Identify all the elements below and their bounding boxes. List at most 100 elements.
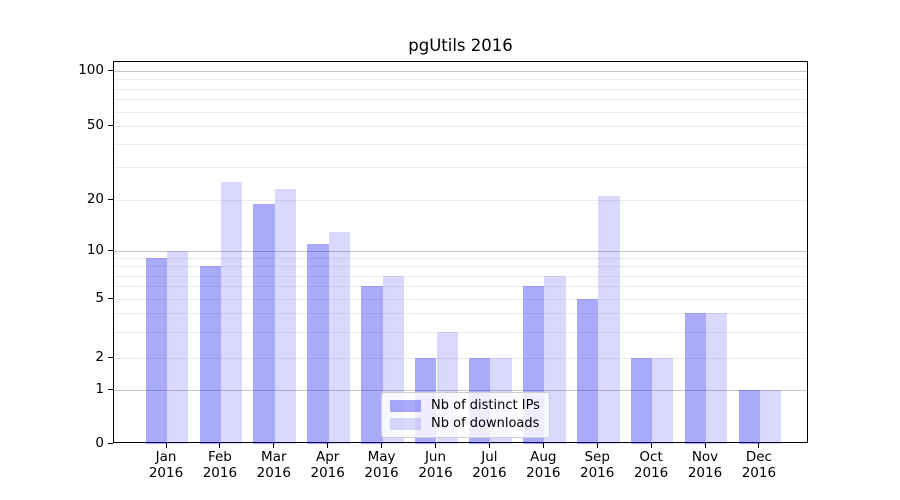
x-tick-month: Dec <box>745 449 772 465</box>
y-tick-mark <box>108 356 113 358</box>
x-tick-mark <box>327 443 329 448</box>
x-tick-month: Feb <box>207 449 232 465</box>
y-tick-label: 2 <box>95 349 104 365</box>
major-gridline <box>114 390 807 391</box>
minor-gridline <box>114 144 807 146</box>
legend-swatch-downloads-icon <box>390 417 421 430</box>
minor-gridline <box>114 313 807 315</box>
x-tick-year: 2016 <box>202 464 238 481</box>
minor-gridline <box>114 88 807 90</box>
x-tick-mark <box>273 443 275 448</box>
y-tick-mark <box>108 297 113 299</box>
bar-downloads <box>706 313 728 444</box>
legend-entry-distinct-ips: Nb of distinct IPs <box>390 398 540 413</box>
chart-title: pgUtils 2016 <box>408 36 513 55</box>
minor-gridline <box>114 79 807 81</box>
bar-downloads <box>167 251 189 444</box>
minor-gridline <box>114 266 807 268</box>
x-tick-mark <box>596 443 598 448</box>
x-tick-month: Aug <box>530 449 557 465</box>
x-tick-month: Jan <box>155 449 177 465</box>
x-tick-month: Oct <box>639 449 663 465</box>
x-tick-month: Apr <box>316 449 340 465</box>
x-tick-mark <box>165 443 167 448</box>
y-tick-label: 1 <box>95 381 104 397</box>
y-tick-mark <box>108 69 113 71</box>
y-tick-label: 50 <box>86 117 104 133</box>
bar-downloads <box>328 231 351 444</box>
x-tick-year: 2016 <box>364 464 399 481</box>
x-tick-year: 2016 <box>310 464 345 481</box>
legend: Nb of distinct IPs Nb of downloads <box>381 392 550 438</box>
x-tick-mark <box>650 443 652 448</box>
x-tick-year: 2016 <box>741 464 777 481</box>
bar-distinct-ips <box>630 358 653 444</box>
minor-gridline <box>114 258 807 260</box>
bar-downloads <box>759 390 782 444</box>
x-tick-month: Jul <box>481 449 498 465</box>
x-tick-label: Aug 2016 <box>511 449 575 481</box>
x-tick-label: Oct 2016 <box>619 449 683 481</box>
bar-distinct-ips <box>307 243 329 444</box>
x-tick-mark <box>381 443 383 448</box>
bar-distinct-ips <box>684 313 706 444</box>
plot-area: Nb of distinct IPs Nb of downloads <box>113 61 808 444</box>
x-tick-label: Sep 2016 <box>565 449 629 481</box>
x-tick-year: 2016 <box>633 464 669 481</box>
bar-distinct-ips <box>253 203 275 444</box>
y-tick-mark <box>108 442 113 444</box>
bar-distinct-ips <box>361 286 383 444</box>
minor-gridline <box>114 99 807 101</box>
bar-distinct-ips <box>738 390 760 444</box>
bar-distinct-ips <box>145 258 167 444</box>
x-tick-month: Nov <box>691 449 719 465</box>
bar-downloads <box>274 188 297 444</box>
x-tick-month: Sep <box>584 449 610 465</box>
legend-swatch-distinct-ips-icon <box>390 399 421 412</box>
minor-gridline <box>114 331 807 333</box>
x-tick-mark <box>219 443 221 448</box>
x-tick-label: Mar 2016 <box>242 449 306 481</box>
x-tick-year: 2016 <box>256 464 291 481</box>
bar-distinct-ips <box>199 266 221 444</box>
x-tick-month: Mar <box>261 449 287 465</box>
x-tick-label: Jul 2016 <box>457 449 521 481</box>
bar-downloads <box>220 181 243 444</box>
x-tick-label: Dec 2016 <box>727 449 791 481</box>
x-tick-label: Feb 2016 <box>188 449 252 481</box>
bar-downloads <box>598 196 620 444</box>
x-tick-year: 2016 <box>472 464 507 481</box>
minor-gridline <box>114 111 807 113</box>
legend-entry-downloads: Nb of downloads <box>390 416 540 431</box>
y-tick-label: 20 <box>86 191 104 207</box>
x-tick-month: May <box>367 449 396 465</box>
minor-gridline <box>114 126 807 127</box>
x-tick-mark <box>758 443 760 448</box>
x-tick-year: 2016 <box>526 464 561 481</box>
y-tick-label: 5 <box>95 290 104 306</box>
x-tick-year: 2016 <box>148 464 184 481</box>
x-tick-label: May 2016 <box>350 449 414 481</box>
y-tick-label: 10 <box>86 242 104 258</box>
major-gridline <box>114 251 807 252</box>
minor-gridline <box>114 167 807 169</box>
minor-gridline <box>114 358 807 359</box>
x-tick-mark <box>435 443 436 448</box>
bar-distinct-ips <box>576 299 599 444</box>
legend-label-distinct-ips: Nb of distinct IPs <box>431 398 540 413</box>
y-tick-label: 0 <box>95 435 104 451</box>
y-tick-mark <box>108 124 113 126</box>
x-tick-label: Nov 2016 <box>673 449 737 481</box>
y-tick-label: 100 <box>78 62 104 78</box>
x-tick-label: Apr 2016 <box>296 449 360 481</box>
y-tick-mark <box>108 198 113 200</box>
y-tick-mark <box>108 388 113 390</box>
x-tick-year: 2016 <box>418 464 453 481</box>
major-gridline <box>114 71 807 72</box>
minor-gridline <box>114 200 807 201</box>
x-tick-mark <box>488 443 490 448</box>
x-tick-label: Jan 2016 <box>134 449 198 481</box>
x-tick-label: Jun 2016 <box>404 449 468 481</box>
x-tick-mark <box>542 443 544 448</box>
